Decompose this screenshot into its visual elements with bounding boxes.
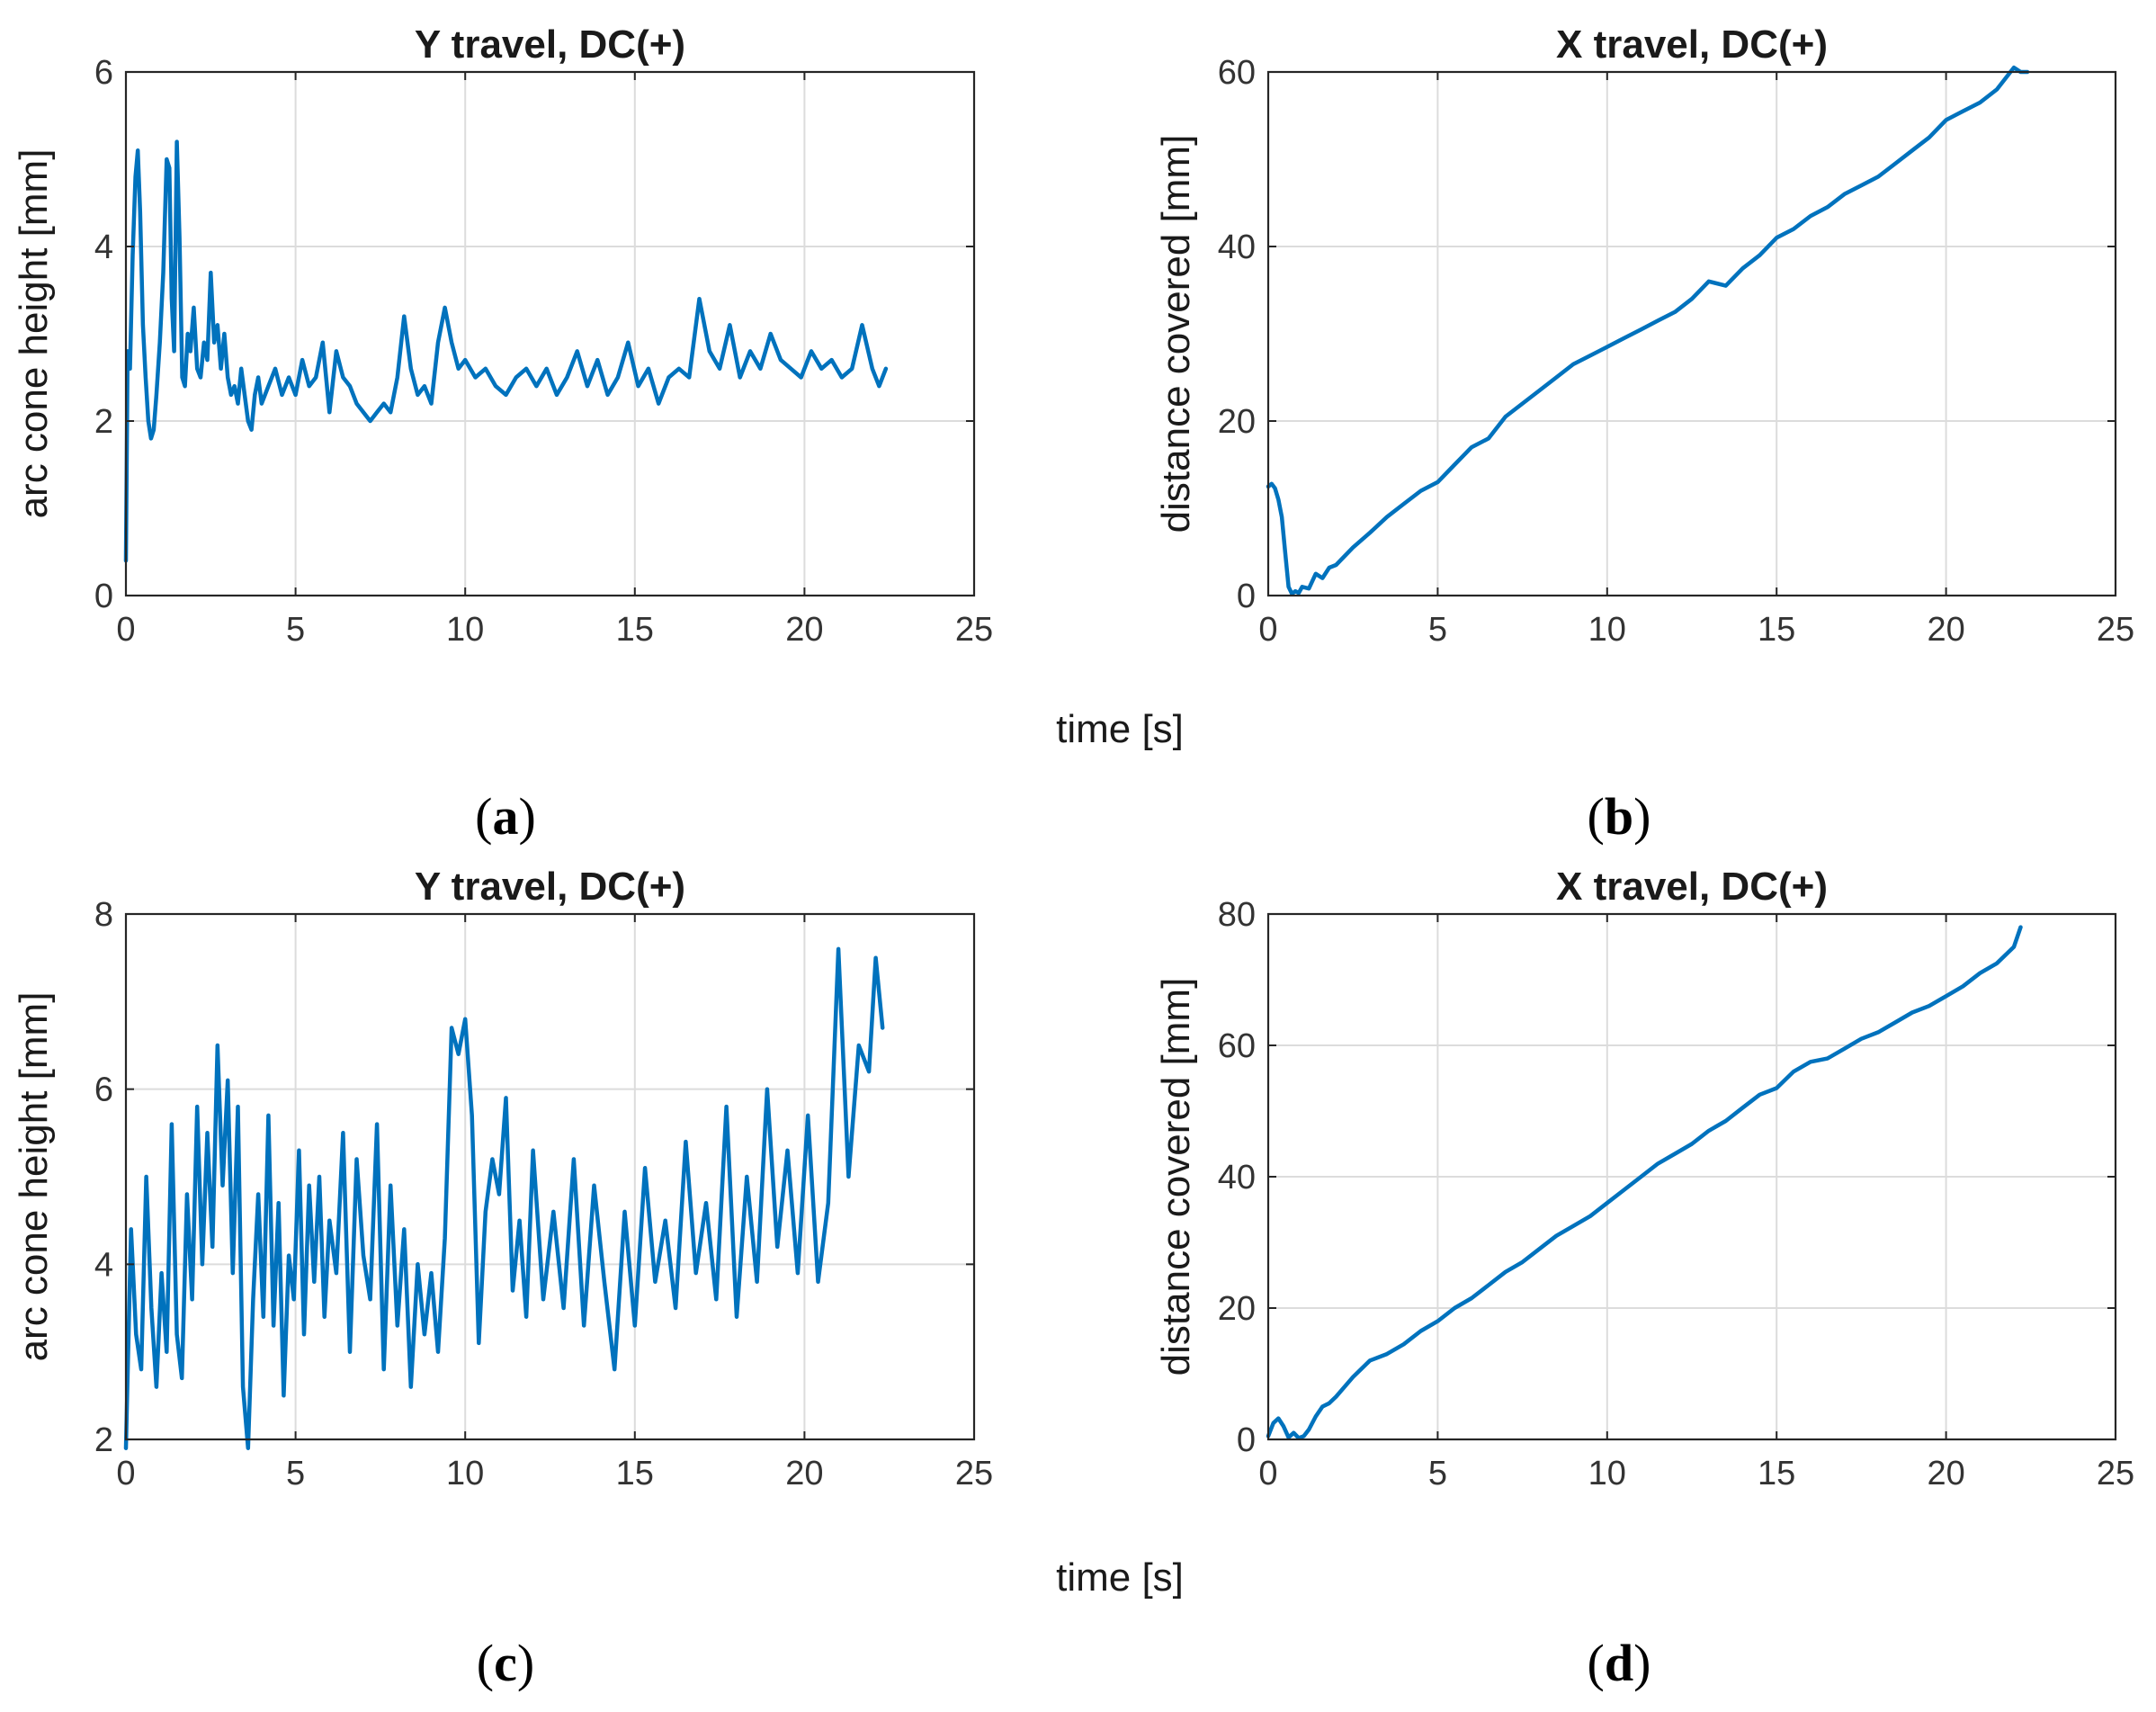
y-tick-label: 0	[94, 578, 113, 615]
x-tick-label: 15	[616, 1455, 654, 1492]
y-tick-label: 80	[1218, 896, 1256, 934]
x-tick-label: 5	[1428, 1455, 1447, 1492]
series-line	[1266, 925, 2023, 1440]
x-tick-label: 10	[1588, 611, 1626, 649]
panel-label-c: (c)	[477, 1634, 534, 1692]
chart-title: Y travel, DC(+)	[415, 865, 685, 909]
y-axis-label: distance covered [mm]	[1154, 978, 1198, 1376]
x-tick-label: 15	[616, 611, 654, 649]
y-tick-label: 4	[94, 229, 113, 266]
y-tick-label: 60	[1218, 54, 1256, 92]
series-line	[1266, 65, 2030, 596]
x-tick-label: 25	[955, 611, 993, 649]
y-tick-label: 2	[94, 1421, 113, 1459]
panel-label-d: (d)	[1588, 1634, 1651, 1692]
x-tick-label: 10	[446, 1455, 484, 1492]
x-tick-label: 15	[1758, 1455, 1795, 1492]
panel-label-b: (b)	[1588, 787, 1651, 846]
chart-title: X travel, DC(+)	[1556, 22, 1828, 67]
y-tick-label: 6	[94, 1071, 113, 1109]
series-line	[123, 139, 889, 563]
x-tick-label: 0	[1258, 1455, 1277, 1492]
panel-b: 0 5 10 15 20 25 0 20 40 60 X travel, DC(+) distance…	[1154, 22, 2134, 649]
x-tick-label: 20	[1927, 1455, 1964, 1492]
x-tick-label: 20	[1927, 611, 1964, 649]
chart-title: X travel, DC(+)	[1556, 865, 1828, 909]
axes-box	[1266, 70, 2117, 597]
shared-xlabel-bottom: time [s]	[1056, 1555, 1184, 1600]
x-tick-label: 0	[116, 1455, 135, 1492]
y-tick-label: 4	[94, 1246, 113, 1284]
shared-xlabel-top: time [s]	[1056, 707, 1184, 751]
x-tick-label: 25	[2097, 611, 2134, 649]
y-tick-label: 20	[1218, 1290, 1256, 1328]
y-axis-label: distance covered [mm]	[1154, 135, 1198, 533]
x-tick-label: 10	[1588, 1455, 1626, 1492]
panel-label-a: (a)	[475, 787, 536, 846]
panel-d: 0 5 10 15 20 25 0 20 40 60 80 X travel, DC(+) distan…	[1154, 865, 2134, 1492]
x-tick-label: 5	[1428, 611, 1447, 649]
x-tick-label: 15	[1758, 611, 1795, 649]
panel-c: 0 5 10 15 20 25 2 4 6 8 Y travel, DC(+) arc cone he…	[12, 865, 993, 1492]
x-tick-label: 0	[1258, 611, 1277, 649]
x-tick-label: 20	[785, 611, 823, 649]
y-axis-label: arc cone height [mm]	[12, 992, 56, 1362]
x-tick-label: 5	[286, 1455, 305, 1492]
x-tick-label: 10	[446, 611, 484, 649]
y-tick-label: 40	[1218, 229, 1256, 266]
chart-title: Y travel, DC(+)	[415, 22, 685, 67]
x-tick-label: 25	[955, 1455, 993, 1492]
y-tick-label: 2	[94, 403, 113, 441]
x-tick-label: 0	[116, 611, 135, 649]
y-tick-label: 6	[94, 54, 113, 92]
plot-area	[1268, 72, 2116, 596]
y-tick-label: 20	[1218, 403, 1256, 441]
y-tick-label: 8	[94, 896, 113, 934]
plot-area	[126, 72, 974, 596]
x-tick-label: 5	[286, 611, 305, 649]
x-tick-label: 20	[785, 1455, 823, 1492]
series-line	[123, 946, 885, 1450]
x-tick-label: 25	[2097, 1455, 2134, 1492]
axes-box	[124, 912, 976, 1441]
axes-box	[124, 70, 976, 597]
y-tick-label: 0	[1237, 1421, 1256, 1459]
y-tick-label: 60	[1218, 1027, 1256, 1065]
y-axis-label: arc cone height [mm]	[12, 149, 56, 519]
panel-a: 0 5 10 15 20 25 0 2 4 6 Y travel, DC(+) arc cone he…	[12, 22, 993, 649]
y-tick-label: 40	[1218, 1159, 1256, 1197]
y-tick-label: 0	[1237, 578, 1256, 615]
